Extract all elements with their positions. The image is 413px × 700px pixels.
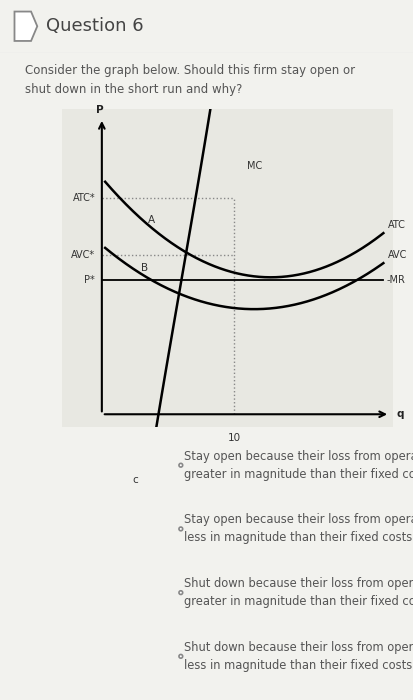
Text: AVC*: AVC* — [71, 250, 95, 260]
Text: Shut down because their loss from operating is
less in magnitude than their fixe: Shut down because their loss from operat… — [184, 640, 413, 672]
Ellipse shape — [178, 591, 182, 594]
Text: -MR: -MR — [386, 276, 405, 286]
Text: Stay open because their loss from operating is
less in magnitude than their fixe: Stay open because their loss from operat… — [184, 513, 413, 545]
Polygon shape — [14, 11, 37, 41]
Text: ATC: ATC — [387, 220, 405, 230]
Text: q: q — [396, 410, 403, 419]
Text: P*: P* — [84, 276, 95, 286]
Text: Shut down because their loss from operating is
greater in magnitude than their f: Shut down because their loss from operat… — [184, 577, 413, 608]
Text: B: B — [141, 262, 148, 273]
Text: P: P — [96, 105, 104, 115]
Text: Consider the graph below. Should this firm stay open or
shut down in the short r: Consider the graph below. Should this fi… — [25, 64, 354, 96]
Text: MC: MC — [246, 161, 261, 171]
Ellipse shape — [178, 654, 182, 658]
Text: A: A — [147, 215, 155, 225]
Ellipse shape — [178, 463, 182, 467]
Text: Stay open because their loss from operating is
greater in magnitude than their f: Stay open because their loss from operat… — [184, 449, 413, 481]
Ellipse shape — [178, 527, 182, 531]
Text: Question 6: Question 6 — [45, 18, 143, 35]
Text: AVC: AVC — [387, 250, 407, 260]
Text: 10: 10 — [227, 433, 240, 443]
Text: ATC*: ATC* — [72, 193, 95, 203]
Text: c: c — [132, 475, 138, 485]
